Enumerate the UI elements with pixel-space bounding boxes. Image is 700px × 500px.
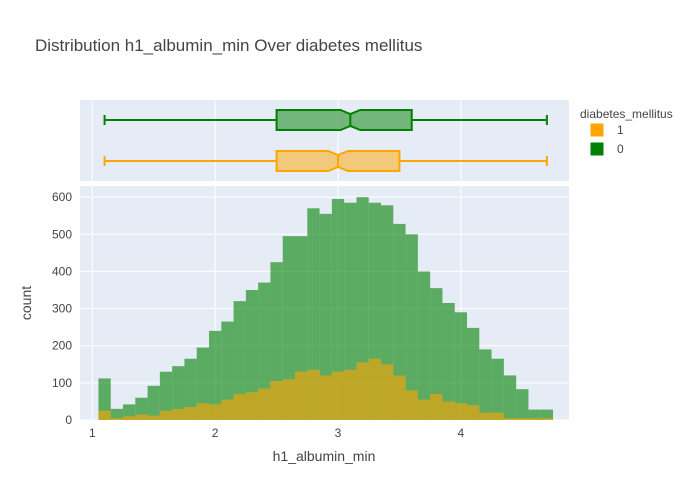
histogram-bar — [467, 327, 480, 420]
histogram-bar — [393, 223, 406, 420]
histogram-bar — [528, 418, 541, 420]
y-tick-label: 100 — [52, 376, 72, 390]
y-tick-label: 200 — [52, 339, 72, 353]
histogram-bar — [98, 410, 111, 420]
histogram-bar — [221, 321, 234, 420]
y-tick-label: 400 — [52, 264, 72, 278]
histogram-bar — [209, 330, 222, 420]
legend-swatch-1 — [590, 123, 604, 137]
histogram-bar — [319, 213, 332, 420]
y-tick-label: 500 — [52, 227, 72, 241]
histogram-bar — [516, 418, 529, 420]
legend[interactable]: diabetes_mellitus 1 0 — [580, 107, 673, 156]
y-tick-label: 600 — [52, 190, 72, 204]
histogram-bar — [258, 282, 271, 420]
histogram-bar — [344, 202, 357, 420]
histogram-bar — [245, 392, 259, 420]
y-axis-title: count — [18, 286, 34, 320]
histogram-bar — [454, 403, 468, 420]
y-tick-label: 300 — [52, 302, 72, 316]
histogram-bar — [503, 375, 517, 420]
histogram-bar — [245, 290, 259, 420]
histogram-bar — [442, 303, 455, 420]
y-tick-label: 0 — [65, 413, 72, 427]
histogram-bar — [442, 401, 455, 420]
histogram-bar — [454, 312, 468, 420]
bars-series-0 — [98, 197, 554, 420]
histogram-bar — [270, 262, 283, 420]
histogram-bar — [540, 418, 554, 420]
box-plots — [103, 109, 548, 172]
histogram-bar — [393, 375, 406, 420]
histogram-bar — [479, 412, 492, 420]
histogram-bar — [110, 408, 124, 420]
histogram-bar — [258, 388, 271, 420]
histogram-bar — [172, 366, 185, 420]
histogram-bar — [221, 399, 234, 420]
tick-labels: 1 2 3 4 0 100 200 300 400 500 600 — [52, 190, 465, 440]
x-axis-title: h1_albumin_min — [273, 448, 376, 464]
histogram-bar — [319, 375, 332, 420]
legend-title: diabetes_mellitus — [580, 107, 673, 121]
histogram-bar — [135, 414, 148, 420]
legend-label-1: 1 — [617, 123, 624, 137]
chart-title: Distribution h1_albumin_min Over diabete… — [35, 36, 422, 55]
legend-swatch-0 — [590, 142, 604, 156]
histogram-bar — [491, 358, 504, 420]
histogram-bar — [209, 404, 222, 420]
histogram-bar — [467, 405, 480, 420]
histogram-bar — [270, 381, 283, 420]
histogram-bar — [282, 379, 296, 420]
legend-item-1[interactable]: 1 — [590, 123, 624, 137]
histogram-bar — [184, 407, 197, 420]
histogram-bar — [417, 399, 431, 420]
histogram-bar — [307, 208, 320, 420]
histogram-bar — [233, 301, 246, 420]
histogram-bar — [356, 362, 369, 420]
histogram-bar — [98, 378, 111, 420]
legend-label-0: 0 — [617, 142, 624, 156]
histogram-bar — [491, 412, 504, 420]
histogram-bar — [331, 371, 345, 420]
histogram-bar — [540, 409, 554, 420]
histogram-bar — [528, 409, 541, 420]
bars-series-1 — [98, 358, 554, 420]
histogram-bar — [295, 371, 308, 420]
histogram-bar — [147, 415, 160, 420]
histogram-bar — [196, 403, 210, 420]
x-tick-label: 4 — [458, 426, 465, 440]
histogram-bar — [405, 234, 418, 420]
histogram-bar — [417, 271, 431, 420]
x-tick-label: 1 — [89, 426, 96, 440]
histogram-bar — [172, 408, 185, 420]
box-body — [275, 109, 413, 131]
histogram-bar — [159, 410, 173, 420]
x-tick-label: 3 — [335, 426, 342, 440]
histogram-bar — [344, 369, 357, 420]
histogram-bar — [184, 358, 197, 420]
histogram-bar — [147, 385, 160, 420]
box-plot-series-0 — [103, 109, 548, 131]
histogram-bar — [123, 416, 136, 420]
histogram-bar — [430, 288, 443, 420]
histogram-bar — [233, 394, 246, 420]
histogram-bar — [368, 358, 382, 420]
box-plot-series-1 — [103, 150, 548, 172]
histogram-bar — [282, 236, 296, 420]
histogram-bar — [381, 364, 394, 420]
histogram-bar — [110, 418, 124, 420]
histogram-bar — [331, 199, 345, 420]
histogram-bar — [405, 390, 418, 420]
histogram-bar — [516, 389, 529, 420]
histogram-bar — [196, 347, 210, 420]
histogram-bar — [503, 418, 517, 420]
histogram-bar — [159, 371, 173, 420]
histogram-bar — [479, 349, 492, 420]
histogram-bar — [307, 369, 320, 420]
x-tick-label: 2 — [212, 426, 219, 440]
legend-item-0[interactable]: 0 — [590, 142, 624, 156]
histogram-bar — [430, 394, 443, 420]
histogram-bar — [123, 404, 136, 420]
